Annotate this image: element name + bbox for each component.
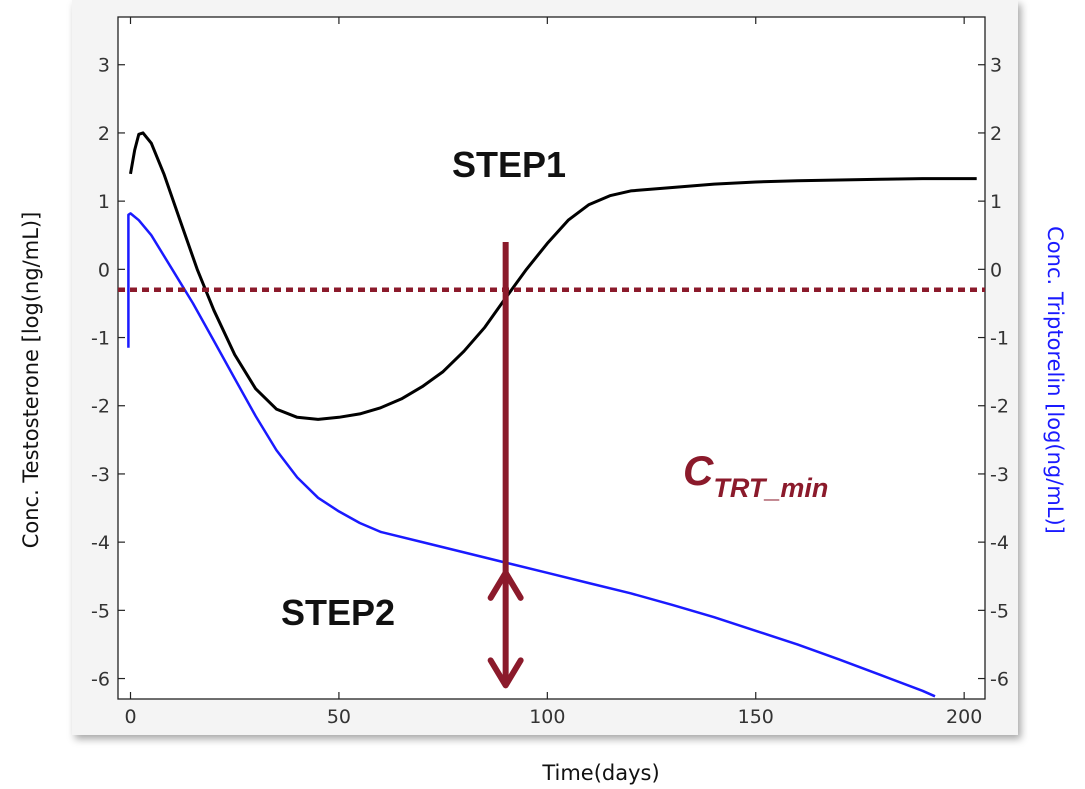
y-tick-label-left: -5 — [91, 600, 110, 622]
arrow-up-head — [487, 569, 524, 601]
arrow-down-head — [487, 657, 524, 689]
x-tick-label: 200 — [946, 706, 982, 728]
y-tick-label-left: -4 — [91, 532, 110, 554]
y-tick-label-right: 1 — [990, 191, 1002, 213]
y-axis-left-title: Conc. Testosterone [log(ng/mL)] — [19, 212, 43, 549]
y-axis-ticks: 3 3 2 2 1 1 0 0 -1 -1 -2 -2 -3 -3 -4 -4 -5 -5 -6 -6 — [91, 55, 1009, 691]
y-tick-label-left: 0 — [98, 259, 110, 281]
y-tick-label-right: -1 — [990, 328, 1009, 350]
series-testosterone-line — [129, 131, 977, 421]
series-triptorelin-line — [127, 212, 936, 698]
y-tick-label-left: -6 — [91, 669, 110, 691]
y-tick-label-right: -3 — [990, 464, 1009, 486]
y-tick-label-left: 1 — [98, 191, 110, 213]
x-tick-label: 150 — [738, 706, 774, 728]
y-tick-label-right: -4 — [990, 532, 1009, 554]
y-axis-right-title: Conc. Triptorelin [log(ng/mL)] — [1043, 226, 1067, 534]
step2-label: STEP2 — [281, 592, 395, 633]
y-tick-label-right: -6 — [990, 669, 1009, 691]
y-tick-label-right: -5 — [990, 600, 1009, 622]
x-tick-label: 50 — [327, 706, 351, 728]
plot-area — [117, 16, 986, 700]
ctrt-min-label: CTRT_min — [683, 447, 828, 503]
y-tick-label-left: 3 — [98, 55, 110, 77]
y-tick-label-left: -1 — [91, 328, 110, 350]
y-tick-label-left: -2 — [91, 396, 110, 418]
y-tick-label-left: 2 — [98, 123, 110, 145]
y-tick-label-right: 2 — [990, 123, 1002, 145]
ctrt-subscript: TRT_min — [713, 473, 828, 503]
y-tick-label-left: -3 — [91, 464, 110, 486]
x-axis-ticks: 0 50 100 150 200 — [124, 17, 982, 728]
x-tick-label: 100 — [529, 706, 565, 728]
y-tick-label-right: 0 — [990, 259, 1002, 281]
x-tick-label: 0 — [124, 706, 136, 728]
x-axis-title: Time(days) — [541, 761, 659, 785]
y-tick-label-right: 3 — [990, 55, 1002, 77]
step1-label: STEP1 — [452, 144, 566, 185]
y-tick-label-right: -2 — [990, 396, 1009, 418]
ctrt-main: C — [683, 447, 714, 494]
